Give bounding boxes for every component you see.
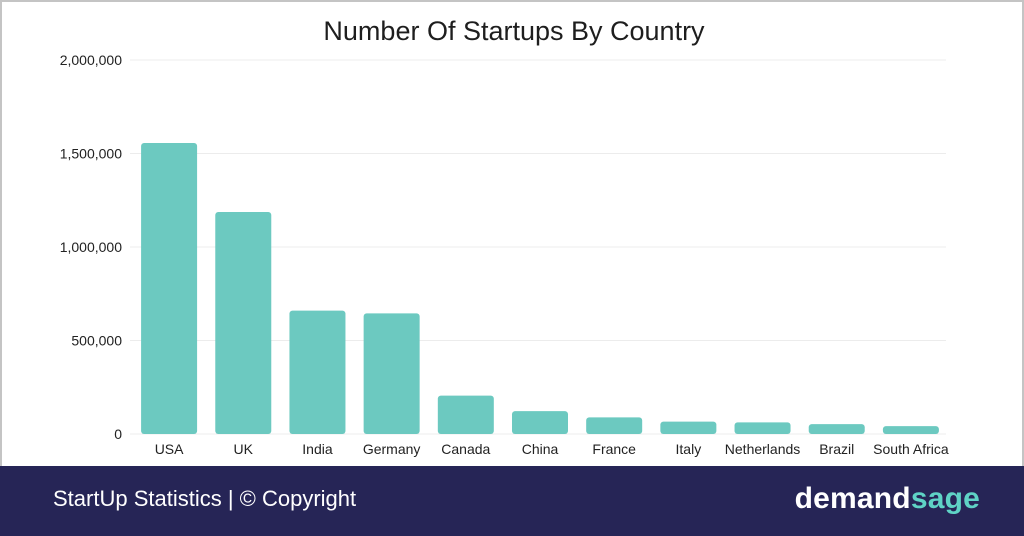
brand-logo-part2: sage <box>910 482 980 515</box>
y-tick-label: 0 <box>114 426 122 442</box>
x-tick-label: Canada <box>441 441 490 457</box>
x-tick-label: Italy <box>676 441 702 457</box>
bar-germany[interactable] <box>363 313 420 434</box>
bar-usa[interactable] <box>141 143 198 434</box>
x-tick-label: Brazil <box>819 441 854 457</box>
bar-france[interactable] <box>586 417 643 434</box>
x-tick-label: South Africa <box>873 441 949 457</box>
brand-logo[interactable]: demandsage <box>795 482 980 516</box>
y-tick-label: 1,500,000 <box>60 146 122 162</box>
y-tick-label: 1,000,000 <box>60 239 122 255</box>
bar-uk[interactable] <box>215 212 272 434</box>
bar-brazil[interactable] <box>808 424 865 434</box>
bar-italy[interactable] <box>660 421 717 434</box>
x-tick-label: China <box>522 441 559 457</box>
x-tick-label: UK <box>234 441 254 457</box>
bar-south-africa[interactable] <box>882 426 939 434</box>
chart-frame: Number Of Startups By Country 0 500,000 1,… <box>0 0 1024 466</box>
bar-chart: 0 500,000 1,000,000 1,500,000 2,000,000 USA UK… <box>60 52 949 457</box>
bar-india[interactable] <box>289 310 346 434</box>
footer-bar: StartUp Statistics | © Copyright demands… <box>0 466 1024 536</box>
chart-title: Number Of Startups By Country <box>323 16 705 46</box>
bar-canada[interactable] <box>437 395 494 434</box>
footer-caption: StartUp Statistics | © Copyright <box>53 486 357 511</box>
x-tick-label: France <box>592 441 636 457</box>
x-tick-label: Netherlands <box>725 441 801 457</box>
y-tick-label: 2,000,000 <box>60 52 122 68</box>
bar-netherlands[interactable] <box>734 422 791 434</box>
x-tick-label: India <box>302 441 333 457</box>
x-tick-label: USA <box>155 441 184 457</box>
bar-china[interactable] <box>512 411 568 434</box>
brand-logo-part1: demand <box>794 482 911 515</box>
y-tick-label: 500,000 <box>71 333 122 349</box>
x-tick-label: Germany <box>363 441 421 457</box>
